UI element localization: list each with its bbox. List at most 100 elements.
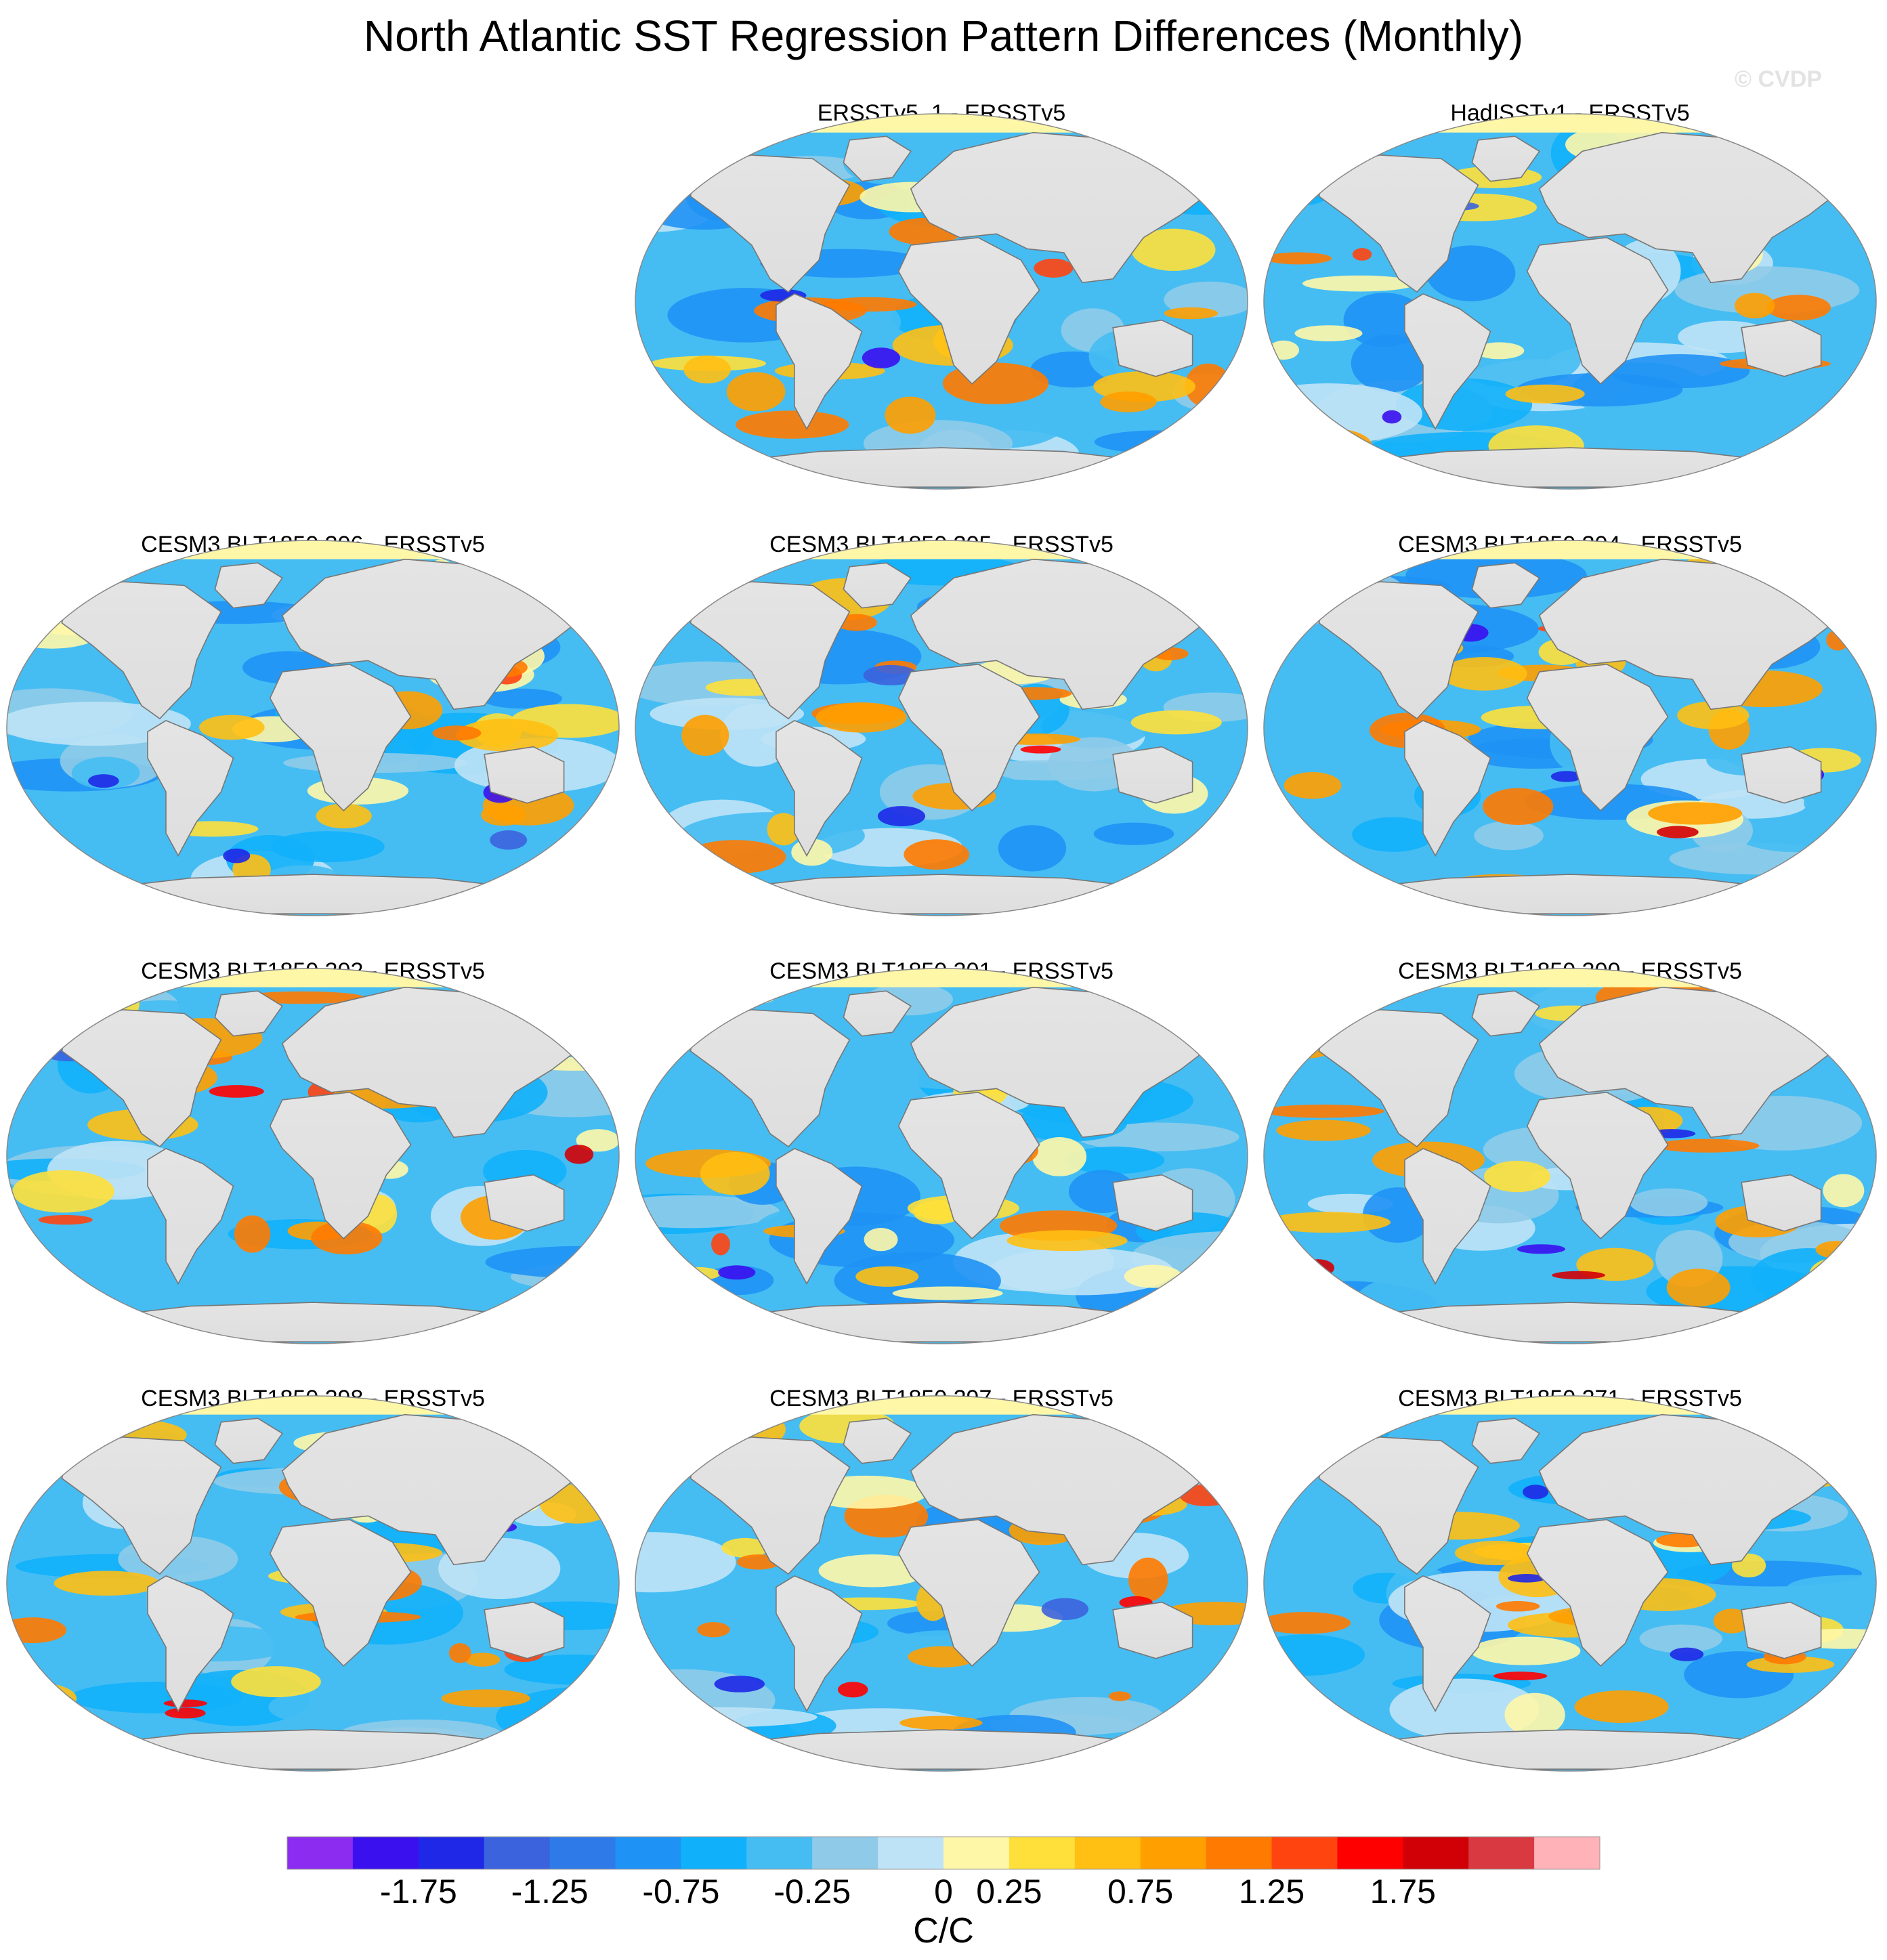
- field-patch: [432, 725, 482, 741]
- field-patch: [1108, 1691, 1131, 1701]
- field-patch: [1713, 1609, 1751, 1634]
- field-patch: [685, 840, 786, 874]
- field-patch: [1550, 771, 1582, 782]
- land-mass: [897, 236, 1040, 385]
- field-patch: [1351, 334, 1430, 393]
- land-mass: [690, 1436, 851, 1575]
- colorbar-swatch: [944, 1837, 1010, 1869]
- field-patch: [988, 1248, 1174, 1296]
- map-border: [635, 968, 1248, 1344]
- sst-field: [7, 1396, 619, 1771]
- field-patch: [635, 1532, 736, 1593]
- field-patch: [864, 1228, 898, 1252]
- map-border: [1263, 1395, 1877, 1772]
- field-patch: [1034, 258, 1074, 278]
- field-patch: [234, 1215, 271, 1253]
- field-patch: [1470, 1636, 1581, 1665]
- sst-field: [1264, 540, 1876, 916]
- land-mass: [1471, 562, 1540, 609]
- land-mass: [484, 1174, 565, 1232]
- field-patch: [675, 1266, 721, 1281]
- map-border: [1263, 540, 1877, 916]
- land-mass: [1112, 319, 1193, 377]
- land-mass: [690, 581, 851, 720]
- sst-field: [7, 968, 619, 1344]
- field-patch: [767, 813, 801, 846]
- land-mass: [843, 990, 912, 1037]
- field-patch: [1677, 379, 1772, 441]
- field-patch: [736, 410, 849, 439]
- map-panel: CESM3 BLT1850 271 - ERSSTv5: [1263, 1386, 1877, 1772]
- field-patch: [1041, 1598, 1089, 1621]
- field-patch: [721, 1537, 769, 1558]
- map-border: [635, 540, 1248, 916]
- map-panel: CESM3 BLT1850 304 - ERSSTv5: [1263, 532, 1877, 916]
- field-patch: [482, 688, 563, 709]
- field-patch: [837, 1682, 868, 1698]
- field-patch: [855, 1266, 919, 1287]
- field-patch: [1777, 981, 1857, 1013]
- field-patch: [54, 1571, 160, 1596]
- land-mass: [214, 1418, 283, 1464]
- field-patch: [7, 702, 191, 746]
- field-patch: [1352, 817, 1435, 852]
- field-patch: [818, 1554, 928, 1588]
- arctic-strip: [635, 968, 1248, 987]
- field-patch: [877, 806, 926, 827]
- field-patch: [7, 1434, 96, 1453]
- colorbar-swatch: [1534, 1837, 1600, 1869]
- sst-field: [1264, 1396, 1876, 1771]
- arctic-strip: [7, 540, 619, 559]
- field-patch: [635, 1707, 818, 1728]
- land-mass: [1404, 1575, 1491, 1713]
- field-patch: [1267, 340, 1300, 360]
- colorbar-tick-label: -0.75: [642, 1873, 719, 1911]
- field-patch: [1020, 745, 1061, 754]
- map-panel: CESM3 BLT1850 302 - ERSSTv5: [6, 958, 620, 1344]
- map-border: [6, 1395, 620, 1772]
- colorbar-tick-label: 0.75: [1107, 1873, 1173, 1911]
- field-patch: [899, 1716, 983, 1730]
- land-mass: [1471, 990, 1540, 1037]
- colorbar-tick-label: -1.75: [380, 1873, 457, 1911]
- field-patch: [441, 1689, 530, 1707]
- field-patch: [1353, 1278, 1439, 1336]
- field-patch: [1831, 400, 1859, 419]
- arctic-strip: [1264, 968, 1876, 987]
- field-patch: [526, 558, 619, 601]
- land-mass: [147, 1148, 234, 1285]
- field-patch: [1124, 1264, 1183, 1288]
- land-mass: [843, 1418, 912, 1464]
- land-mass: [1318, 581, 1479, 720]
- field-patch: [1128, 1557, 1168, 1602]
- land-mass: [1404, 720, 1491, 857]
- field-patch: [1441, 657, 1527, 691]
- field-patch: [1610, 354, 1750, 389]
- arctic-strip: [1264, 1396, 1876, 1415]
- colorbar-swatch: [746, 1837, 813, 1869]
- land-mass: [269, 1091, 412, 1240]
- field-patch: [863, 664, 918, 686]
- field-patch: [862, 347, 901, 368]
- map-panel: ERSSTv5_1 - ERSSTv5: [635, 100, 1248, 490]
- colorbar-swatch: [287, 1837, 354, 1869]
- sst-field: [1264, 968, 1876, 1344]
- field-patch: [697, 1622, 730, 1638]
- field-patch: [998, 825, 1067, 872]
- land-mass: [214, 562, 283, 609]
- field-patch: [1264, 1212, 1391, 1233]
- colorbar-tick-label: -1.25: [511, 1873, 589, 1911]
- colorbar-units: C/C: [913, 1911, 974, 1951]
- colorbar-swatch: [812, 1837, 878, 1869]
- field-patch: [448, 1643, 471, 1663]
- land-mass: [1741, 746, 1822, 804]
- land-mass: [1404, 1148, 1491, 1285]
- field-patch: [1508, 1574, 1546, 1583]
- main-title: North Atlantic SST Regression Pattern Di…: [364, 12, 1523, 60]
- map-border: [6, 968, 620, 1344]
- land-mass: [1404, 293, 1491, 431]
- field-patch: [1352, 248, 1372, 261]
- field-patch: [1483, 788, 1554, 826]
